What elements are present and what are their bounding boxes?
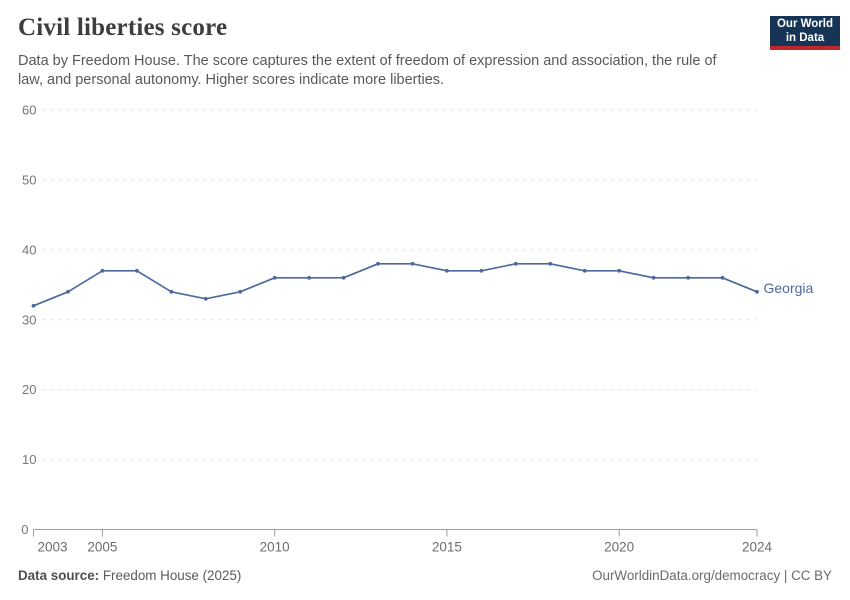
data-point[interactable]	[755, 289, 759, 294]
y-tick-label: 0	[21, 522, 28, 537]
y-tick-label: 40	[22, 242, 36, 257]
x-tick-label: 2010	[260, 540, 290, 555]
footer-credit-link[interactable]: OurWorldinData.org/democracy | CC BY	[592, 568, 832, 583]
y-tick-label: 60	[22, 103, 36, 118]
subtitle-line-2: law, and personal autonomy. Higher score…	[18, 72, 445, 88]
data-point[interactable]	[272, 275, 277, 280]
x-tick-label: 2003	[38, 540, 68, 555]
series-line[interactable]	[32, 262, 758, 307]
y-axis-labels: 0 10 20 30 40 50 60	[21, 103, 36, 538]
data-point[interactable]	[169, 289, 174, 294]
data-point[interactable]	[410, 261, 415, 266]
owid-logo-line-1: Our World	[776, 18, 833, 30]
x-tick-label: 2024	[742, 540, 773, 555]
y-tick-label: 20	[22, 382, 36, 397]
data-point[interactable]	[651, 275, 656, 280]
data-point[interactable]	[341, 275, 346, 280]
y-tick-label: 30	[22, 312, 36, 327]
data-point[interactable]	[548, 261, 553, 266]
entity-label-georgia[interactable]: Georgia	[764, 280, 814, 296]
data-point[interactable]	[513, 261, 518, 266]
series-markers[interactable]	[31, 261, 759, 308]
y-tick-label: 50	[22, 172, 36, 187]
x-tick-label: 2015	[432, 540, 462, 555]
subtitle-line-1: Data by Freedom House. The score capture…	[18, 53, 717, 69]
chart-title: Civil liberties score	[18, 14, 228, 41]
data-point[interactable]	[31, 303, 36, 308]
data-point[interactable]	[307, 275, 311, 280]
data-point[interactable]	[66, 289, 70, 294]
series-georgia[interactable]: Georgia	[31, 261, 814, 308]
data-point[interactable]	[617, 268, 622, 273]
owid-logo[interactable]: Our World in Data	[770, 16, 840, 50]
x-tick-label: 2020	[604, 540, 634, 555]
data-point[interactable]	[445, 268, 449, 273]
x-axis: 2003 2005 2010 2015 2020 2024	[33, 529, 773, 555]
data-source-value: Freedom House (2025)	[102, 568, 242, 583]
data-point[interactable]	[100, 268, 105, 273]
y-tick-label: 10	[22, 452, 36, 467]
data-point[interactable]	[720, 275, 725, 280]
owid-logo-line-2: in Data	[785, 31, 825, 44]
y-gridlines	[43, 109, 757, 461]
chart-subtitle: Data by Freedom House. The score capture…	[18, 52, 717, 90]
data-point[interactable]	[238, 289, 243, 294]
data-point[interactable]	[376, 261, 380, 266]
data-source: Data source: Freedom House (2025)	[18, 568, 241, 583]
data-source-label: Data source:	[18, 568, 100, 583]
data-point[interactable]	[479, 268, 484, 273]
data-point[interactable]	[135, 268, 139, 273]
x-tick-label: 2005	[87, 540, 117, 555]
data-point[interactable]	[686, 275, 690, 280]
data-point[interactable]	[203, 296, 208, 301]
data-point[interactable]	[582, 268, 587, 273]
chart-footer: Data source: Freedom House (2025) OurWor…	[18, 568, 832, 583]
